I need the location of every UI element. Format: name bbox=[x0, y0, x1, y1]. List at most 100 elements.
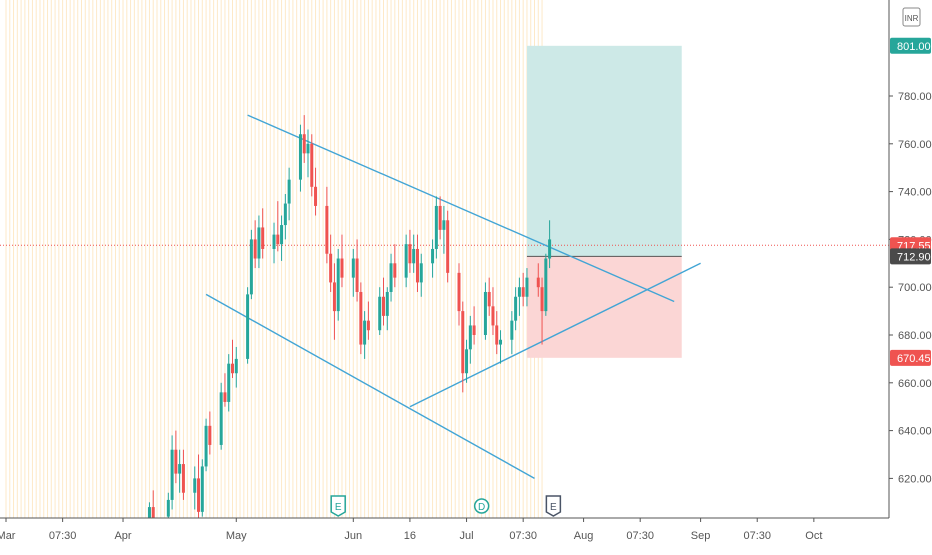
event-marker-e[interactable]: E bbox=[545, 495, 562, 517]
y-tick-label: 660.00 bbox=[898, 378, 932, 390]
candle bbox=[170, 435, 174, 510]
candle-body bbox=[487, 291, 491, 307]
candle bbox=[280, 215, 284, 261]
candle-body bbox=[272, 234, 276, 249]
candle bbox=[314, 167, 318, 216]
candle bbox=[521, 272, 525, 307]
candle bbox=[257, 215, 261, 269]
candle bbox=[517, 277, 521, 316]
candle bbox=[378, 287, 382, 335]
candle bbox=[340, 234, 344, 288]
candle-body bbox=[393, 263, 397, 278]
event-label: E bbox=[335, 502, 342, 513]
candle bbox=[200, 459, 204, 517]
candle-body bbox=[231, 363, 234, 374]
candle bbox=[540, 277, 544, 345]
candle bbox=[544, 253, 548, 316]
event-marker-e[interactable]: E bbox=[330, 495, 346, 517]
x-tick-label: 07:30 bbox=[743, 530, 771, 542]
candle-body bbox=[536, 277, 540, 288]
candle bbox=[359, 282, 363, 355]
candle-body bbox=[378, 296, 382, 331]
candle bbox=[310, 134, 314, 197]
candle-body bbox=[193, 478, 197, 493]
candle-body bbox=[246, 294, 250, 359]
candle-body bbox=[234, 358, 238, 374]
candle-body bbox=[204, 425, 208, 467]
candle bbox=[548, 220, 552, 269]
candle bbox=[382, 277, 385, 326]
candle-body bbox=[174, 449, 178, 474]
trendline-3 bbox=[409, 262, 701, 408]
candle-body bbox=[314, 186, 318, 206]
candle bbox=[472, 306, 476, 345]
candle bbox=[419, 253, 423, 297]
candle bbox=[249, 229, 253, 300]
price-label-target: 801.00 bbox=[890, 37, 931, 54]
candle-body bbox=[355, 258, 359, 292]
candle-body bbox=[548, 239, 552, 259]
candle-body bbox=[325, 205, 329, 254]
candle-body bbox=[438, 205, 442, 230]
event-marker-d[interactable]: D bbox=[473, 498, 490, 514]
candle-body bbox=[181, 464, 185, 493]
candle-body bbox=[472, 325, 476, 335]
price-label-stop: 670.45 bbox=[890, 349, 931, 366]
candle-body bbox=[517, 287, 521, 297]
candle bbox=[329, 234, 333, 292]
candle bbox=[393, 244, 397, 288]
candle-body bbox=[227, 363, 231, 402]
candle bbox=[525, 268, 529, 307]
candle-body bbox=[336, 258, 340, 312]
candle-body bbox=[208, 425, 212, 445]
candle bbox=[465, 339, 469, 383]
price-label-text: 712.90 bbox=[897, 251, 931, 263]
candle-body bbox=[446, 220, 450, 273]
price-label-text: 670.45 bbox=[897, 353, 931, 365]
candle-body bbox=[219, 392, 223, 445]
y-tick-label: 640.00 bbox=[898, 426, 932, 438]
candle bbox=[283, 193, 287, 240]
candle-body bbox=[329, 253, 333, 283]
candle bbox=[193, 466, 197, 510]
candle-body bbox=[499, 339, 503, 345]
x-tick-label: 07:30 bbox=[626, 530, 654, 542]
x-tick-label: Aug bbox=[574, 530, 594, 542]
price-label-bg bbox=[890, 248, 931, 265]
earnings-icon bbox=[545, 495, 562, 517]
candle bbox=[404, 234, 408, 288]
candle-body bbox=[283, 203, 287, 226]
price-label-entry: 712.90 bbox=[890, 248, 931, 265]
candle-body bbox=[431, 248, 435, 264]
candle-body bbox=[442, 220, 446, 230]
session-background bbox=[5, 0, 543, 518]
candle-body bbox=[253, 239, 257, 259]
candle bbox=[253, 220, 257, 269]
currency-badge-frame bbox=[902, 7, 921, 27]
candle bbox=[499, 330, 503, 364]
candles bbox=[147, 115, 552, 551]
candle bbox=[491, 287, 495, 335]
candle-body bbox=[302, 134, 306, 154]
candle bbox=[306, 129, 310, 178]
candle-body bbox=[495, 325, 499, 345]
candle bbox=[412, 234, 416, 273]
candle bbox=[276, 201, 280, 252]
x-tick-label: Oct bbox=[805, 530, 822, 542]
candle-body bbox=[223, 392, 227, 402]
candle bbox=[385, 287, 389, 331]
candle-body bbox=[404, 244, 408, 278]
x-tick-label: Jun bbox=[344, 530, 362, 542]
price-axis-bg bbox=[889, 0, 932, 550]
dividend-icon bbox=[473, 498, 490, 514]
candle bbox=[438, 196, 442, 240]
stop-zone bbox=[526, 256, 682, 358]
candle-body bbox=[483, 291, 487, 335]
price-label-text: 801.00 bbox=[897, 41, 931, 53]
candle-body bbox=[306, 143, 310, 154]
price-label-bg bbox=[890, 37, 931, 54]
x-tick-label: 16 bbox=[404, 530, 416, 542]
